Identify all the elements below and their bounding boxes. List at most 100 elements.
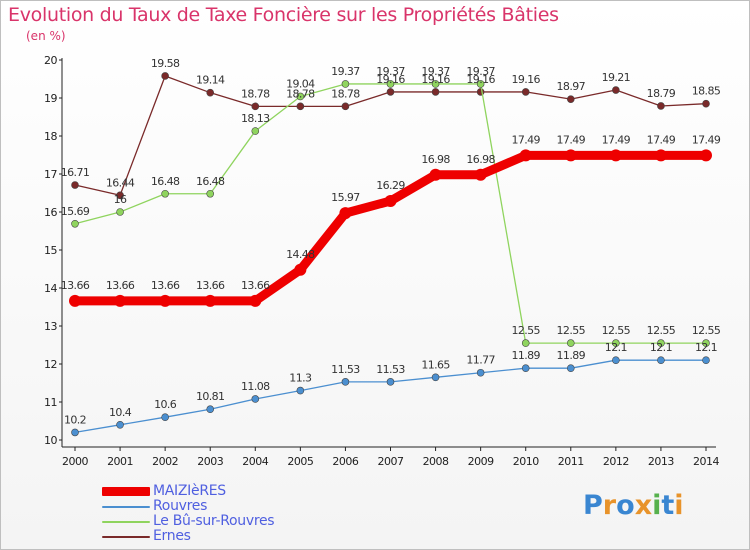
- data-label-rouvres: 10.4: [109, 406, 132, 419]
- data-point-maizi-res: [474, 168, 487, 181]
- data-label-le-b-sur-rouvres: 19.37: [421, 65, 450, 78]
- data-point-maizi-res: [339, 207, 352, 220]
- data-point-le-b-sur-rouvres: [476, 80, 485, 88]
- data-point-ernes: [251, 102, 260, 111]
- data-point-ernes: [386, 88, 395, 96]
- data-point-rouvres: [341, 378, 350, 386]
- data-point-ernes: [161, 72, 169, 80]
- data-label-maizi-res: 13.66: [61, 279, 90, 292]
- data-point-rouvres: [71, 428, 79, 437]
- data-point-maizi-res: [654, 149, 667, 162]
- data-label-ernes: 18.85: [692, 85, 721, 98]
- logo-letter: P: [583, 490, 603, 521]
- x-tick-label: 2001: [107, 455, 133, 468]
- legend-swatch: [102, 506, 150, 508]
- data-label-rouvres: 11.3: [289, 372, 312, 385]
- data-point-ernes: [612, 86, 620, 94]
- data-point-rouvres: [251, 395, 260, 403]
- data-point-le-b-sur-rouvres: [612, 339, 620, 347]
- data-point-ernes: [657, 102, 665, 110]
- legend-label: Ernes: [153, 528, 191, 544]
- data-point-maizi-res: [429, 168, 442, 181]
- data-point-le-b-sur-rouvres: [431, 80, 440, 88]
- x-tick-label: 2010: [513, 455, 539, 468]
- x-tick-label: 2008: [423, 455, 449, 468]
- data-label-le-b-sur-rouvres: 12.55: [692, 324, 721, 337]
- data-label-maizi-res: 13.66: [151, 279, 180, 292]
- data-point-le-b-sur-rouvres: [206, 189, 215, 198]
- data-point-maizi-res: [114, 294, 127, 307]
- data-point-maizi-res: [249, 294, 262, 307]
- logo-letter: t: [661, 490, 675, 521]
- y-tick-label: 10: [44, 434, 57, 447]
- data-label-ernes: 19.58: [151, 57, 180, 70]
- data-label-le-b-sur-rouvres: 16.48: [151, 175, 180, 188]
- x-tick-label: 2013: [648, 455, 674, 468]
- data-point-rouvres: [431, 373, 440, 382]
- y-unit-label: (en %): [26, 29, 66, 43]
- data-label-maizi-res: 13.66: [241, 279, 270, 292]
- logo-letter: r: [602, 490, 617, 521]
- data-point-le-b-sur-rouvres: [116, 208, 124, 216]
- data-label-le-b-sur-rouvres: 18.13: [241, 112, 270, 125]
- data-label-rouvres: 12.1: [650, 341, 672, 354]
- data-label-rouvres: 10.81: [196, 390, 225, 403]
- x-tick-label: 2002: [152, 455, 178, 468]
- data-label-maizi-res: 15.97: [331, 191, 360, 204]
- x-tick-label: 2012: [603, 455, 629, 468]
- data-point-rouvres: [566, 364, 575, 372]
- data-point-le-b-sur-rouvres: [657, 339, 665, 347]
- x-tick-label: 2005: [287, 455, 313, 468]
- data-point-maizi-res: [519, 149, 532, 162]
- data-label-ernes: 18.97: [557, 80, 586, 93]
- chart-title: Evolution du Taux de Taxe Foncière sur l…: [8, 4, 559, 26]
- x-tick-label: 2000: [62, 455, 88, 468]
- legend-swatch: [102, 536, 150, 538]
- data-point-ernes: [431, 88, 440, 96]
- legend-swatch: [102, 487, 150, 496]
- data-label-maizi-res: 16.29: [376, 179, 405, 192]
- logo-letter: o: [616, 490, 635, 521]
- x-tick-label: 2004: [242, 455, 268, 468]
- data-label-rouvres: 10.6: [154, 398, 177, 411]
- data-point-ernes: [206, 88, 215, 97]
- y-tick-label: 12: [44, 358, 57, 371]
- data-label-maizi-res: 17.49: [692, 133, 721, 146]
- data-label-le-b-sur-rouvres: 16.48: [196, 175, 225, 188]
- data-point-rouvres: [206, 405, 215, 414]
- x-tick-label: 2003: [197, 455, 223, 468]
- data-label-rouvres: 11.65: [421, 358, 450, 371]
- data-label-le-b-sur-rouvres: 12.55: [511, 324, 540, 337]
- data-point-maizi-res: [204, 294, 217, 307]
- data-label-ernes: 18.79: [647, 87, 676, 100]
- data-label-maizi-res: 17.49: [602, 133, 631, 146]
- data-point-ernes: [116, 191, 124, 200]
- data-point-le-b-sur-rouvres: [341, 80, 350, 88]
- data-point-maizi-res: [294, 263, 307, 276]
- logo-letter: x: [634, 490, 653, 521]
- data-label-le-b-sur-rouvres: 15.69: [61, 205, 90, 218]
- data-label-rouvres: 11.08: [241, 380, 270, 393]
- data-label-maizi-res: 16.98: [466, 153, 495, 166]
- legend-label: Le Bû-sur-Rouvres: [153, 513, 275, 529]
- data-point-maizi-res: [609, 149, 622, 162]
- y-tick-label: 15: [44, 244, 57, 257]
- data-point-rouvres: [386, 378, 395, 386]
- legend-swatch: [102, 521, 150, 523]
- data-point-maizi-res: [564, 149, 577, 162]
- data-point-ernes: [521, 88, 530, 96]
- data-point-rouvres: [296, 386, 305, 395]
- data-label-le-b-sur-rouvres: 12.55: [647, 324, 676, 337]
- data-label-le-b-sur-rouvres: 16: [114, 193, 127, 206]
- data-label-ernes: 19.21: [602, 71, 631, 84]
- data-label-maizi-res: 16.98: [421, 153, 450, 166]
- proxiti-logo: Proxiti: [583, 490, 684, 521]
- y-tick-label: 14: [44, 282, 57, 295]
- y-tick-label: 20: [44, 54, 57, 67]
- data-label-maizi-res: 13.66: [196, 279, 225, 292]
- data-label-ernes: 19.16: [376, 73, 405, 86]
- data-point-le-b-sur-rouvres: [296, 92, 305, 101]
- data-label-le-b-sur-rouvres: 12.55: [557, 324, 586, 337]
- y-tick-label: 16: [44, 206, 57, 219]
